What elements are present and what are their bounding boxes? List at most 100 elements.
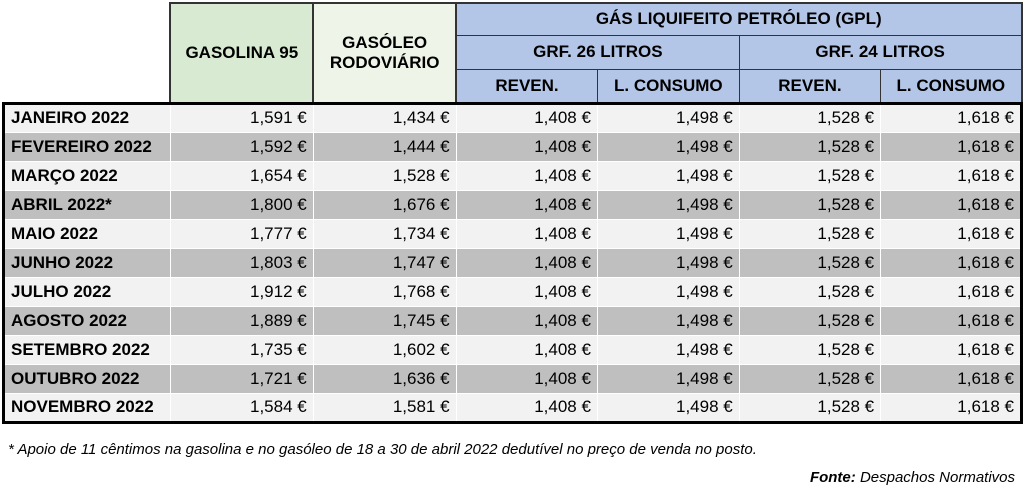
table-row: ABRIL 2022* 1,800 €1,676 €1,408 €1,498 €1… bbox=[2, 190, 1023, 220]
grf24-consumo-cell: 1,618 € bbox=[880, 190, 1023, 220]
grf24-consumo-cell: 1,618 € bbox=[880, 132, 1023, 162]
grf24-reven-cell: 1,528 € bbox=[738, 364, 881, 394]
source-line: Fonte: Despachos Normativos bbox=[810, 469, 1015, 486]
gasolina-cell: 1,777 € bbox=[169, 219, 314, 249]
grf26-consumo-cell: 1,498 € bbox=[596, 393, 740, 424]
table-row: JULHO 2022 1,912 €1,768 €1,408 €1,498 €1,… bbox=[2, 277, 1023, 307]
gasolina-cell: 1,735 € bbox=[169, 335, 314, 365]
table-row: AGOSTO 2022 1,889 €1,745 €1,408 €1,498 €1… bbox=[2, 306, 1023, 336]
table-row: FEVEREIRO 2022 1,592 €1,444 €1,408 €1,498… bbox=[2, 132, 1023, 162]
grf24-consumo-cell: 1,618 € bbox=[880, 335, 1023, 365]
month-cell: SETEMBRO 2022 bbox=[2, 335, 171, 365]
grf26-consumo-cell: 1,498 € bbox=[596, 219, 740, 249]
grf26-consumo-cell: 1,498 € bbox=[596, 364, 740, 394]
grf26-reven-cell: 1,408 € bbox=[455, 364, 598, 394]
gasolina-cell: 1,584 € bbox=[169, 393, 314, 424]
gasolina-cell: 1,592 € bbox=[169, 132, 314, 162]
month-cell: OUTUBRO 2022 bbox=[2, 364, 171, 394]
month-cell: NOVEMBRO 2022 bbox=[2, 393, 171, 424]
table-header: GASOLINA 95 GASÓLEO RODOVIÁRIO GÁS LIQUI… bbox=[3, 2, 1023, 104]
grf26-reven-cell: 1,408 € bbox=[455, 393, 598, 424]
grf26-consumo-cell: 1,498 € bbox=[596, 335, 740, 365]
fuel-price-table: GASOLINA 95 GASÓLEO RODOVIÁRIO GÁS LIQUI… bbox=[2, 2, 1023, 424]
grf24-reven-cell: 1,528 € bbox=[738, 335, 881, 365]
grf26-consumo-cell: 1,498 € bbox=[596, 306, 740, 336]
gasolina-cell: 1,654 € bbox=[169, 161, 314, 191]
header-gasoleo-line1: GASÓLEO bbox=[342, 32, 428, 52]
grf26-reven-cell: 1,408 € bbox=[455, 190, 598, 220]
gasolina-cell: 1,803 € bbox=[169, 248, 314, 278]
gasolina-cell: 1,912 € bbox=[169, 277, 314, 307]
gasoleo-cell: 1,434 € bbox=[312, 101, 457, 133]
grf24-reven-cell: 1,528 € bbox=[738, 161, 881, 191]
table-row: NOVEMBRO 2022 1,584 €1,581 €1,408 €1,498 … bbox=[2, 393, 1023, 424]
grf24-reven-cell: 1,528 € bbox=[738, 219, 881, 249]
table-row: MARÇO 2022 1,654 €1,528 €1,408 €1,498 €1,… bbox=[2, 161, 1023, 191]
header-grf24-reven: REVEN. bbox=[738, 68, 882, 104]
gasoleo-cell: 1,528 € bbox=[312, 161, 457, 191]
header-grf24: GRF. 24 LITROS bbox=[738, 34, 1023, 70]
header-gasoleo-line2: RODOVIÁRIO bbox=[329, 52, 440, 72]
grf24-reven-cell: 1,528 € bbox=[738, 306, 881, 336]
gasolina-cell: 1,889 € bbox=[169, 306, 314, 336]
gasoleo-cell: 1,734 € bbox=[312, 219, 457, 249]
header-grf26: GRF. 26 LITROS bbox=[455, 34, 740, 70]
grf26-reven-cell: 1,408 € bbox=[455, 335, 598, 365]
grf24-reven-cell: 1,528 € bbox=[738, 132, 881, 162]
header-gpl: GÁS LIQUIFEITO PETRÓLEO (GPL) bbox=[455, 2, 1023, 36]
month-cell: FEVEREIRO 2022 bbox=[2, 132, 171, 162]
grf24-reven-cell: 1,528 € bbox=[738, 393, 881, 424]
gasoleo-cell: 1,636 € bbox=[312, 364, 457, 394]
table-row: OUTUBRO 2022 1,721 €1,636 €1,408 €1,498 €… bbox=[2, 364, 1023, 394]
grf24-consumo-cell: 1,618 € bbox=[880, 277, 1023, 307]
grf26-reven-cell: 1,408 € bbox=[455, 306, 598, 336]
table-row: SETEMBRO 2022 1,735 €1,602 €1,408 €1,498 … bbox=[2, 335, 1023, 365]
gasolina-cell: 1,800 € bbox=[169, 190, 314, 220]
grf26-reven-cell: 1,408 € bbox=[455, 161, 598, 191]
header-grf26-consumo: L. CONSUMO bbox=[596, 68, 740, 104]
gasoleo-cell: 1,768 € bbox=[312, 277, 457, 307]
table-row: JANEIRO 2022 1,591 €1,434 €1,408 €1,498 €… bbox=[2, 101, 1023, 133]
grf26-consumo-cell: 1,498 € bbox=[596, 101, 740, 133]
month-cell: JULHO 2022 bbox=[2, 277, 171, 307]
month-cell: JUNHO 2022 bbox=[2, 248, 171, 278]
gasoleo-cell: 1,444 € bbox=[312, 132, 457, 162]
grf24-reven-cell: 1,528 € bbox=[738, 277, 881, 307]
grf26-reven-cell: 1,408 € bbox=[455, 248, 598, 278]
grf24-consumo-cell: 1,618 € bbox=[880, 248, 1023, 278]
header-gasolina: GASOLINA 95 bbox=[169, 2, 315, 104]
source-value: Despachos Normativos bbox=[859, 469, 1015, 486]
grf26-consumo-cell: 1,498 € bbox=[596, 248, 740, 278]
header-grf26-reven: REVEN. bbox=[455, 68, 598, 104]
month-cell: ABRIL 2022* bbox=[2, 190, 171, 220]
gasoleo-cell: 1,602 € bbox=[312, 335, 457, 365]
header-grf24-consumo: L. CONSUMO bbox=[880, 68, 1023, 104]
grf24-consumo-cell: 1,618 € bbox=[880, 101, 1023, 133]
table-body: JANEIRO 2022 1,591 €1,434 €1,408 €1,498 €… bbox=[2, 101, 1023, 424]
grf26-reven-cell: 1,408 € bbox=[455, 219, 598, 249]
table-row: JUNHO 2022 1,803 €1,747 €1,408 €1,498 €1,… bbox=[2, 248, 1023, 278]
grf26-reven-cell: 1,408 € bbox=[455, 277, 598, 307]
header-gasoleo: GASÓLEO RODOVIÁRIO bbox=[312, 2, 458, 104]
grf26-consumo-cell: 1,498 € bbox=[596, 190, 740, 220]
footnote: * Apoio de 11 cêntimos na gasolina e no … bbox=[8, 441, 757, 458]
grf26-consumo-cell: 1,498 € bbox=[596, 161, 740, 191]
month-cell: JANEIRO 2022 bbox=[2, 101, 171, 133]
grf24-consumo-cell: 1,618 € bbox=[880, 306, 1023, 336]
gasolina-cell: 1,591 € bbox=[169, 101, 314, 133]
grf24-consumo-cell: 1,618 € bbox=[880, 161, 1023, 191]
grf26-reven-cell: 1,408 € bbox=[455, 101, 598, 133]
gasoleo-cell: 1,581 € bbox=[312, 393, 457, 424]
grf24-reven-cell: 1,528 € bbox=[738, 101, 881, 133]
header-blank-corner bbox=[3, 3, 171, 103]
gasoleo-cell: 1,747 € bbox=[312, 248, 457, 278]
gasolina-cell: 1,721 € bbox=[169, 364, 314, 394]
grf24-consumo-cell: 1,618 € bbox=[880, 364, 1023, 394]
grf24-consumo-cell: 1,618 € bbox=[880, 393, 1023, 424]
gasoleo-cell: 1,745 € bbox=[312, 306, 457, 336]
grf24-reven-cell: 1,528 € bbox=[738, 190, 881, 220]
source-label: Fonte: bbox=[809, 469, 856, 486]
grf26-consumo-cell: 1,498 € bbox=[596, 132, 740, 162]
grf24-reven-cell: 1,528 € bbox=[738, 248, 881, 278]
month-cell: AGOSTO 2022 bbox=[2, 306, 171, 336]
